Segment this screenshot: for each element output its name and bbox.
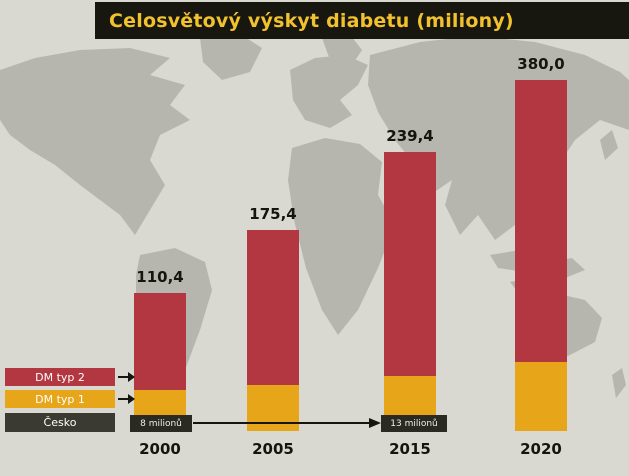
greenland-shape xyxy=(200,34,262,80)
title-bar: Celosvětový výskyt diabetu (miliony) xyxy=(95,2,629,39)
value-label-2000: 110,4 xyxy=(136,268,184,286)
legend-dm-typ-1: DM typ 1 xyxy=(5,390,115,408)
value-label-2005: 175,4 xyxy=(249,205,297,223)
segment-dm-typ-2 xyxy=(515,80,567,362)
value-label-2020: 380,0 xyxy=(517,55,565,73)
legend-dm-typ-2: DM typ 2 xyxy=(5,368,115,386)
scandinavia-shape xyxy=(322,32,362,68)
annotation-13-million: 13 milionů xyxy=(381,415,447,432)
bar-group-2015: 239,4 2015 xyxy=(384,127,436,458)
segment-dm-typ-2 xyxy=(247,230,299,385)
bar-group-2005: 175,4 2005 xyxy=(247,205,299,458)
north-america-shape xyxy=(0,48,190,235)
bar-2015 xyxy=(384,152,436,431)
annotation-8-million: 8 milionů xyxy=(130,415,192,432)
bar-group-2000: 110,4 2000 xyxy=(134,268,186,458)
new-zealand-shape xyxy=(612,368,626,398)
trend-arrow-icon xyxy=(193,416,381,430)
segment-dm-typ-1 xyxy=(515,362,567,431)
bar-2020 xyxy=(515,80,567,431)
segment-dm-typ-2 xyxy=(384,152,436,376)
legend-arrow-icon xyxy=(118,393,135,405)
japan-shape xyxy=(600,130,618,160)
axis-label-2005: 2005 xyxy=(252,440,294,458)
bar-group-2020: 380,0 2020 xyxy=(515,55,567,458)
value-label-2015: 239,4 xyxy=(386,127,434,145)
europe-shape xyxy=(290,55,368,128)
chart-title: Celosvětový výskyt diabetu (miliony) xyxy=(109,9,514,32)
axis-label-2000: 2000 xyxy=(139,440,181,458)
legend-cesko: Česko xyxy=(5,413,115,432)
axis-label-2020: 2020 xyxy=(520,440,562,458)
segment-dm-typ-2 xyxy=(134,293,186,390)
axis-label-2015: 2015 xyxy=(389,440,431,458)
legend-arrow-icon xyxy=(118,371,135,383)
bar-2000 xyxy=(134,293,186,431)
bar-2005 xyxy=(247,230,299,431)
africa-shape xyxy=(288,138,395,335)
